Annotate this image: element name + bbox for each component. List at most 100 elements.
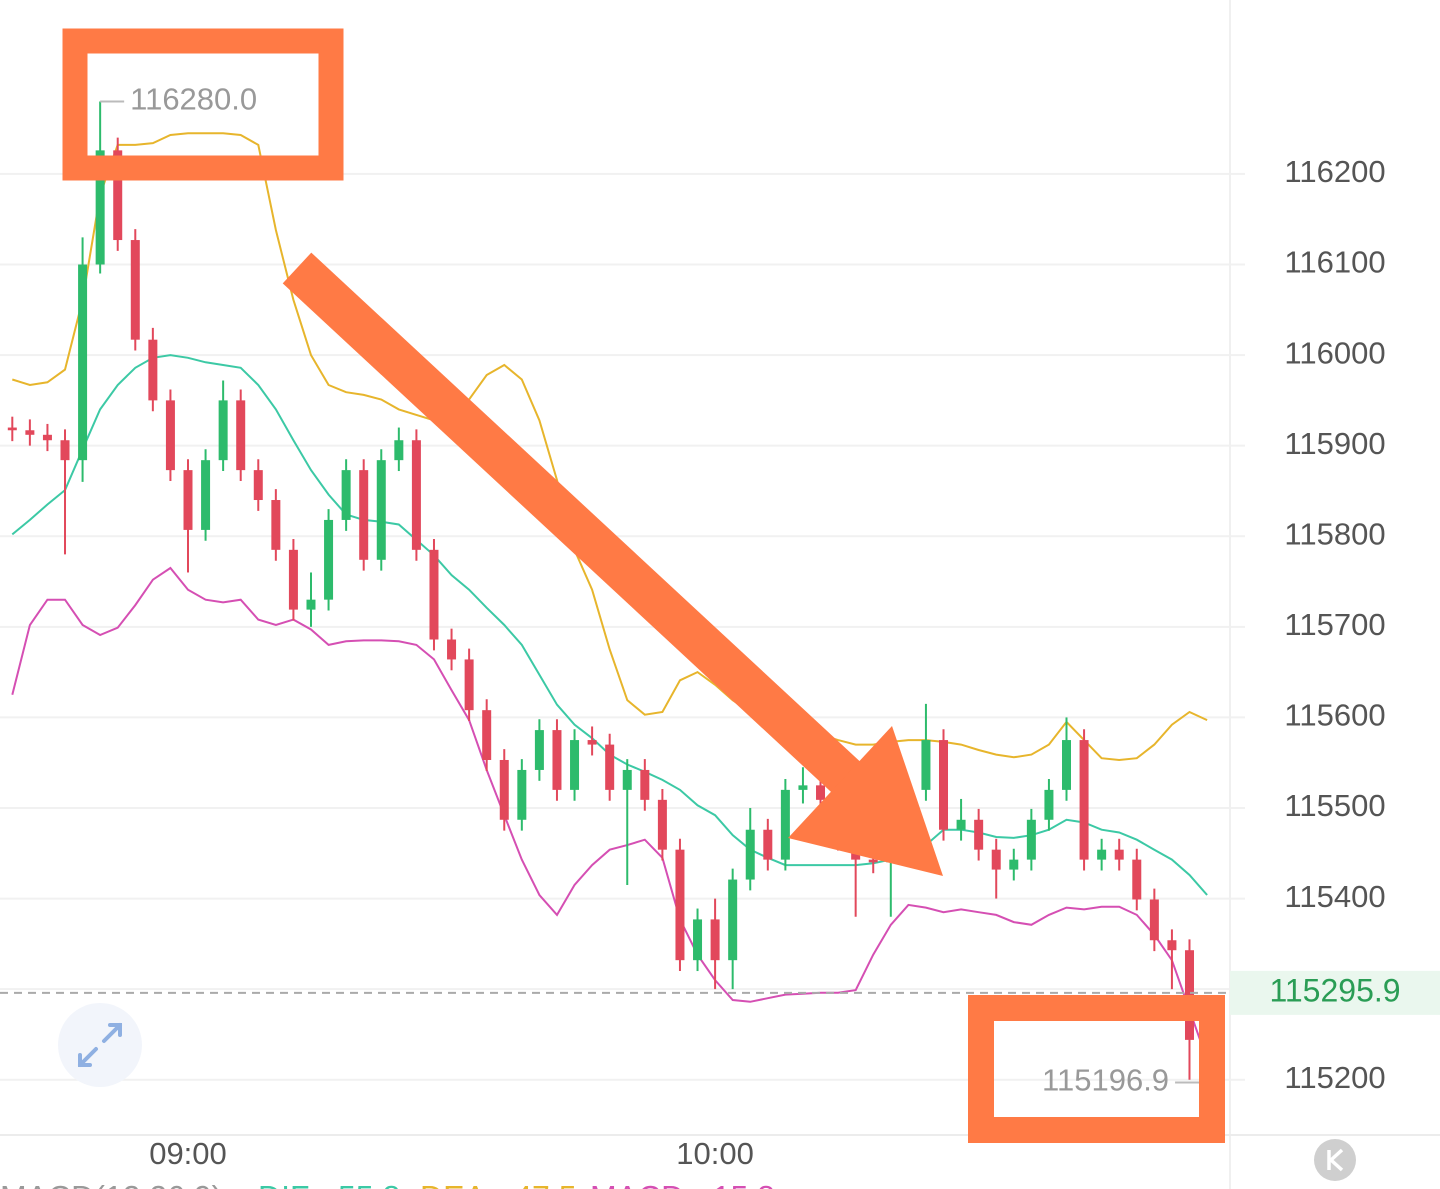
- candle-body: [1079, 740, 1089, 860]
- candle-body: [271, 500, 281, 550]
- expand-button[interactable]: [58, 1003, 142, 1087]
- candle-body: [201, 460, 211, 530]
- candle-body: [1149, 899, 1159, 941]
- candle-body: [693, 919, 703, 961]
- indicator-label: MACD: -15.8: [590, 1179, 775, 1189]
- candle-body: [798, 785, 808, 790]
- candle-body: [236, 400, 246, 471]
- candle-body: [1167, 940, 1177, 951]
- candle-body: [1009, 859, 1019, 870]
- candle-body: [1132, 859, 1142, 900]
- candle-body: [288, 549, 298, 610]
- y-tick-label: 115700: [1284, 607, 1385, 642]
- candle-body: [780, 789, 790, 860]
- candle-body: [306, 599, 316, 610]
- candle-body: [1044, 789, 1054, 820]
- grid: [0, 172, 1245, 1081]
- candle-body: [710, 919, 720, 961]
- band-line: [12, 132, 1208, 762]
- k-button[interactable]: [1314, 1139, 1356, 1181]
- candle-body: [60, 440, 70, 461]
- x-tick-label: 09:00: [149, 1136, 227, 1171]
- candle-body: [728, 879, 738, 961]
- y-tick-label: 116000: [1284, 335, 1385, 370]
- candle-body: [359, 470, 369, 560]
- candle-body: [517, 769, 527, 820]
- candle-body: [394, 440, 404, 461]
- candle-body: [640, 769, 650, 800]
- y-tick-label: 115800: [1284, 516, 1385, 551]
- trend-arrow-shaft: [282, 252, 877, 808]
- y-tick-label: 115500: [1284, 788, 1385, 823]
- candle-body: [816, 785, 826, 800]
- y-tick-label: 116100: [1284, 245, 1385, 280]
- highlight-box: [968, 995, 1225, 1143]
- indicator-label: MACD(12,26,9): [0, 1179, 222, 1189]
- low-annotation: 115196.9: [1042, 1063, 1169, 1098]
- y-tick-label: 115900: [1284, 426, 1385, 461]
- candle-body: [376, 460, 386, 560]
- candle-body: [130, 240, 140, 340]
- candle-body: [482, 710, 492, 760]
- candle-body: [78, 264, 88, 461]
- candle-body: [148, 339, 158, 401]
- candle-body: [324, 519, 334, 600]
- candle-body: [956, 819, 966, 830]
- labels: 115200 115400 115500 115600 115700 115800 1159…: [0, 82, 1440, 1189]
- candle-body: [95, 150, 105, 265]
- candle-body: [868, 859, 878, 863]
- candle-body: [253, 470, 263, 501]
- expand-icon[interactable]: [78, 1023, 122, 1067]
- candles: [7, 101, 1212, 1083]
- last-price-label: 115295.9: [1269, 972, 1400, 1008]
- candle-body: [657, 799, 667, 850]
- candle-body: [587, 740, 597, 745]
- high-annotation: 116280.0: [130, 82, 257, 117]
- band-line: [11, 354, 1208, 896]
- k-icon[interactable]: [1327, 1148, 1344, 1172]
- candle-body: [499, 759, 509, 820]
- candle-body: [218, 400, 228, 461]
- y-tick-label: 115200: [1284, 1060, 1385, 1095]
- candle-body: [921, 740, 931, 790]
- candle-body: [411, 440, 421, 550]
- k-bg[interactable]: [1314, 1139, 1356, 1181]
- candle-body: [763, 829, 773, 860]
- candle-body: [7, 427, 17, 431]
- candle-body: [42, 434, 52, 441]
- candle-body: [570, 740, 580, 790]
- candle-body: [605, 744, 615, 790]
- candle-body: [165, 400, 175, 471]
- indicator-label: DIF: -55.8: [258, 1179, 400, 1189]
- y-tick-label: 115600: [1284, 698, 1385, 733]
- candle-body: [1026, 819, 1036, 860]
- candle-body: [974, 819, 984, 850]
- candle-body: [552, 730, 562, 790]
- candle-body: [1062, 740, 1071, 790]
- candle-body: [991, 849, 1001, 870]
- trend-arrow-head: [788, 726, 943, 876]
- candle-body: [113, 150, 123, 241]
- candle-body: [464, 659, 474, 711]
- highlights: [62, 28, 1225, 1143]
- candle-body: [1097, 849, 1107, 860]
- candle-body: [622, 769, 632, 790]
- indicator-label: DEA: -47.5: [420, 1179, 577, 1189]
- last-price-bg: [1230, 970, 1440, 1015]
- candle-body: [341, 470, 351, 520]
- candle-body: [25, 430, 35, 435]
- candle-body: [429, 549, 439, 640]
- bands: [11, 132, 1209, 1061]
- candle-body: [675, 849, 685, 961]
- candle-body: [939, 740, 949, 830]
- expand-bg[interactable]: [58, 1003, 142, 1087]
- y-tick-label: 116200: [1284, 154, 1385, 189]
- candle-body: [447, 639, 457, 660]
- candle-body: [183, 470, 193, 530]
- highlight-box: [62, 28, 344, 181]
- candle-body: [534, 730, 544, 770]
- y-tick-label: 115400: [1284, 879, 1385, 914]
- candle-body: [745, 829, 755, 880]
